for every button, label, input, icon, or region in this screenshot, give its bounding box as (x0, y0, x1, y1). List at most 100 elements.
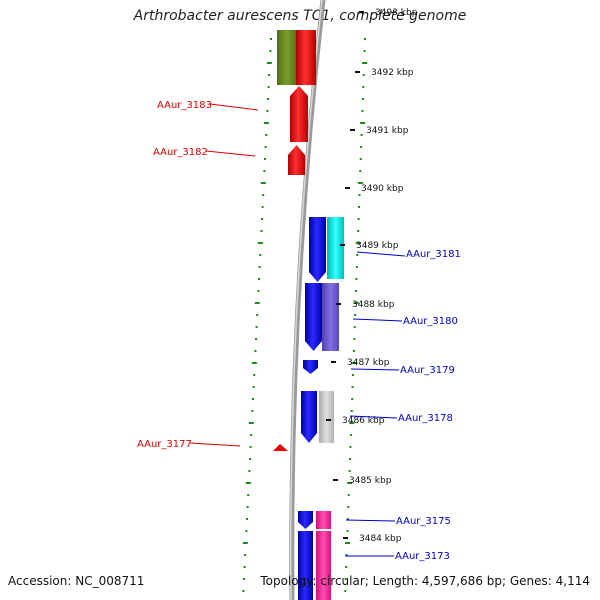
track-tick (362, 62, 368, 64)
scale-label: 3492 kbp (371, 68, 414, 78)
track-tick (243, 566, 246, 568)
track-tick (350, 410, 353, 412)
track-tick (361, 110, 364, 112)
scale-label: 3491 kbp (366, 126, 409, 136)
track-tick (245, 530, 248, 532)
track-tick (357, 230, 360, 232)
track-tick (244, 554, 247, 556)
track-tick (266, 110, 269, 112)
track-tick (249, 446, 252, 448)
blue-gene-aaur-3181 (309, 217, 326, 282)
track-tick (264, 146, 267, 148)
scale-tick (343, 537, 348, 539)
track-tick (357, 182, 363, 184)
blue-gene-aaur-3175 (298, 511, 313, 529)
track-tick (247, 494, 250, 496)
track-tick (256, 314, 259, 316)
track-tick (254, 302, 260, 304)
gene-leader-line (350, 368, 400, 371)
track-tick (258, 278, 260, 280)
track-tick (261, 218, 263, 220)
gene-label-reverse: AAur_3177 (137, 439, 192, 450)
track-tick (265, 134, 268, 136)
track-tick (243, 578, 245, 580)
scale-label: 3484 kbp (359, 534, 402, 544)
topology-text: Topology: circular; Length: 4,597,686 bp… (260, 574, 590, 588)
track-tick (255, 338, 257, 340)
track-tick (259, 254, 262, 256)
track-tick (261, 206, 264, 208)
track-tick (347, 494, 350, 496)
track-tick (358, 194, 361, 196)
track-tick (246, 506, 249, 508)
scale-tick (350, 129, 355, 131)
scale-label: 3493 kbp (375, 8, 418, 18)
scale-tick (333, 479, 338, 481)
scale-tick (359, 11, 364, 13)
track-tick (249, 458, 251, 460)
scale-label: 3489 kbp (356, 241, 399, 251)
track-tick (253, 374, 256, 376)
track-tick (354, 314, 357, 316)
gene-label-reverse: AAur_3182 (153, 147, 208, 158)
red-gene-aaur-3177 (273, 444, 288, 451)
track-tick (346, 530, 349, 532)
track-tick (252, 398, 254, 400)
track-tick (351, 362, 357, 364)
track-tick (250, 434, 253, 436)
track-tick (358, 206, 360, 208)
track-tick (345, 566, 348, 568)
track-tick (269, 50, 272, 52)
scale-tick (331, 361, 336, 363)
gene-label-forward: AAur_3178 (398, 413, 453, 424)
gene-leader-line (189, 442, 241, 447)
track-tick (246, 518, 248, 520)
red-gene-block (296, 30, 316, 85)
track-tick (361, 98, 364, 100)
track-tick (260, 182, 266, 184)
red-gene-aaur-3182 (288, 145, 305, 175)
track-tick (257, 290, 260, 292)
track-tick (248, 470, 251, 472)
blue-gene-aaur-3180 (305, 283, 322, 351)
track-tick (267, 98, 269, 100)
scale-tick (345, 187, 350, 189)
track-tick (255, 326, 258, 328)
gene-label-forward: AAur_3181 (406, 249, 461, 260)
gene-leader-line (209, 103, 259, 111)
track-tick (349, 458, 351, 460)
scale-label: 3487 kbp (347, 358, 390, 368)
gene-label-forward: AAur_3175 (396, 516, 451, 527)
gene-leader-line (345, 519, 396, 522)
track-tick (262, 194, 265, 196)
track-tick (353, 302, 359, 304)
track-tick (264, 158, 266, 160)
track-tick (344, 590, 347, 592)
pink-feature (316, 531, 331, 600)
track-tick (360, 122, 365, 124)
track-tick (266, 62, 272, 64)
gray-feature (319, 391, 334, 443)
scale-label: 3485 kbp (349, 476, 392, 486)
track-tick (252, 386, 255, 388)
track-tick (346, 518, 349, 520)
track-tick (258, 266, 261, 268)
scale-label: 3486 kbp (342, 416, 385, 426)
track-tick (353, 326, 356, 328)
track-tick (353, 338, 356, 340)
track-tick (360, 146, 363, 148)
track-tick (355, 290, 357, 292)
cyan-feature (327, 217, 344, 279)
track-tick (355, 242, 361, 244)
track-tick (245, 482, 251, 484)
track-tick (359, 158, 362, 160)
track-tick (270, 38, 272, 40)
track-tick (360, 134, 363, 136)
accession-text: Accession: NC_008711 (8, 574, 145, 588)
track-tick (355, 278, 358, 280)
track-tick (351, 386, 354, 388)
track-tick (345, 554, 348, 556)
track-tick (254, 350, 257, 352)
olive-feature (277, 30, 296, 85)
